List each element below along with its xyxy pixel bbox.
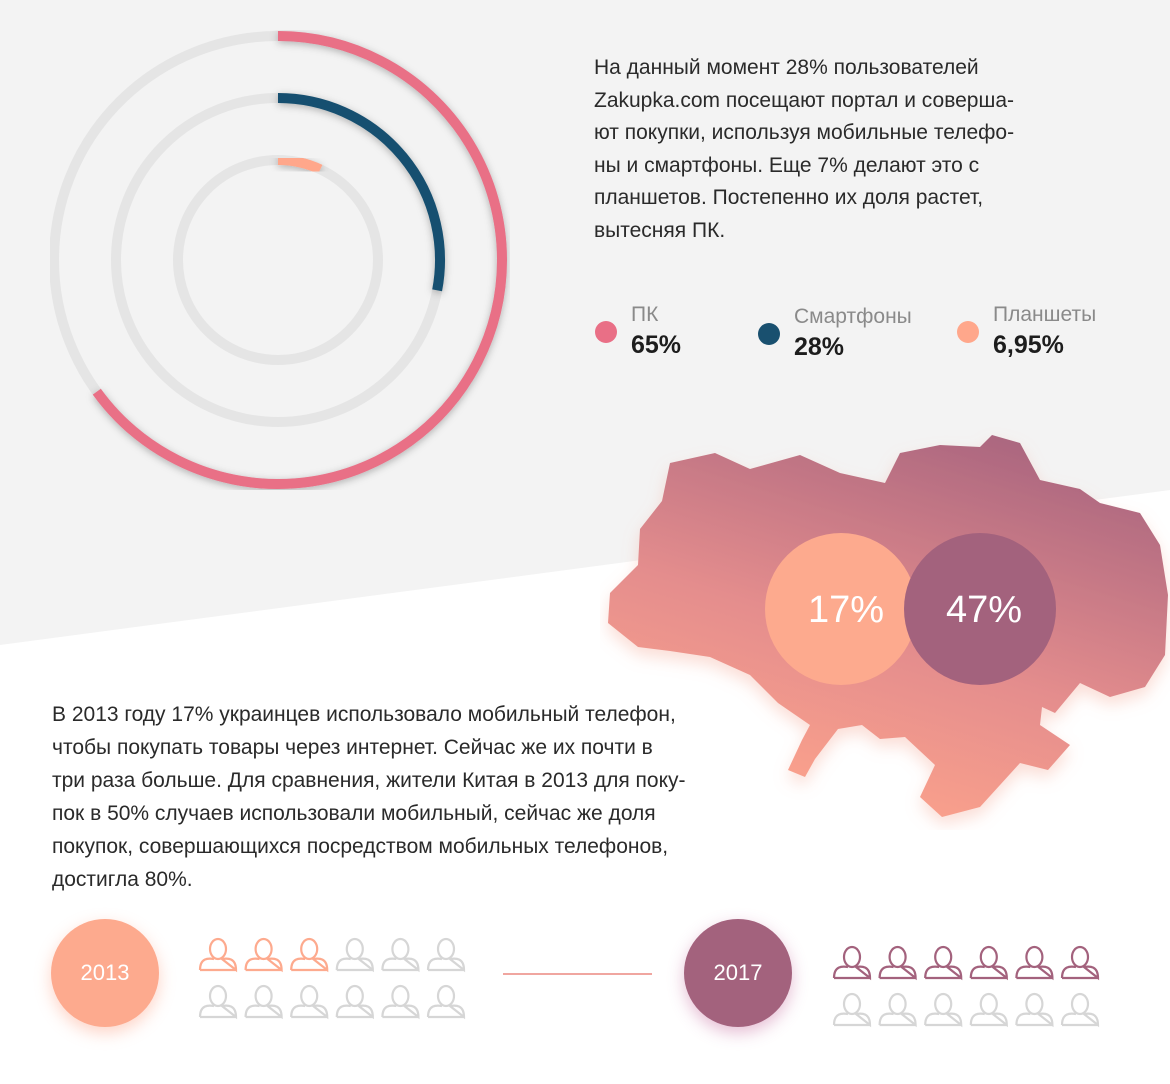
person-icon-2017-11 xyxy=(1015,992,1054,1028)
ring-arc-smartphones xyxy=(277,93,445,292)
person-icon-2017-1 xyxy=(832,945,872,981)
ring-arc-pc xyxy=(92,31,507,489)
map-bubble-2013: 17% xyxy=(765,533,917,685)
intro-paragraph: На данный момент 28% пользователей Zakup… xyxy=(594,56,1015,242)
legend-dot-pc xyxy=(595,321,617,343)
person-icon-2013-8 xyxy=(244,984,283,1020)
year-2017-badge: 2017 xyxy=(684,919,792,1027)
legend-value-pc: 65% xyxy=(631,331,682,359)
person-icon-2013-7 xyxy=(198,984,238,1020)
person-icon-2013-12 xyxy=(426,984,466,1020)
radial-bar-chart xyxy=(50,31,507,489)
legend-value-tablets: 6,95% xyxy=(993,331,1064,359)
person-icon-2013-3 xyxy=(290,937,329,973)
ring-arc-tablets xyxy=(277,155,323,174)
person-icon-2017-3 xyxy=(924,945,963,981)
legend-label-pc: ПК xyxy=(631,303,659,326)
legend-label-smartphones: Смартфоны xyxy=(794,305,912,328)
year-2013-badge: 2013 xyxy=(51,919,159,1027)
legend-dot-tablets xyxy=(957,321,979,343)
legend-label-tablets: Планшеты xyxy=(993,303,1097,326)
person-icon-2013-1 xyxy=(198,937,238,973)
people-pictogram xyxy=(198,937,1100,1028)
legend-dot-smartphones xyxy=(758,323,780,345)
bubble-2013-label: 17% xyxy=(808,589,884,631)
person-icon-2017-10 xyxy=(969,992,1008,1028)
bubble-2017-label: 47% xyxy=(946,589,1022,631)
person-icon-2017-5 xyxy=(1015,945,1054,981)
person-icon-2017-12 xyxy=(1060,992,1100,1028)
map-bubble-2017: 47% xyxy=(904,533,1056,685)
person-icon-2017-4 xyxy=(969,945,1008,981)
person-icon-2017-8 xyxy=(878,992,917,1028)
story-paragraph: В 2013 году 17% украинцев использовало м… xyxy=(52,703,686,891)
person-icon-2013-11 xyxy=(381,984,420,1020)
person-icon-2013-4 xyxy=(335,937,374,973)
ring-track-tablets xyxy=(173,155,383,365)
bubble-2013-circle xyxy=(765,533,917,685)
bubble-2017-circle xyxy=(904,533,1056,685)
person-icon-2017-9 xyxy=(924,992,963,1028)
person-icon-2013-9 xyxy=(290,984,329,1020)
person-icon-2017-2 xyxy=(878,945,917,981)
person-icon-2013-6 xyxy=(426,937,466,973)
legend-value-smartphones: 28% xyxy=(794,333,845,361)
person-icon-2013-2 xyxy=(244,937,283,973)
ukraine-map-graphic: 17% 47% xyxy=(608,435,1168,817)
person-icon-2013-10 xyxy=(335,984,374,1020)
person-icon-2013-5 xyxy=(381,937,420,973)
person-icon-2017-6 xyxy=(1060,945,1100,981)
person-icon-2017-7 xyxy=(832,992,872,1028)
